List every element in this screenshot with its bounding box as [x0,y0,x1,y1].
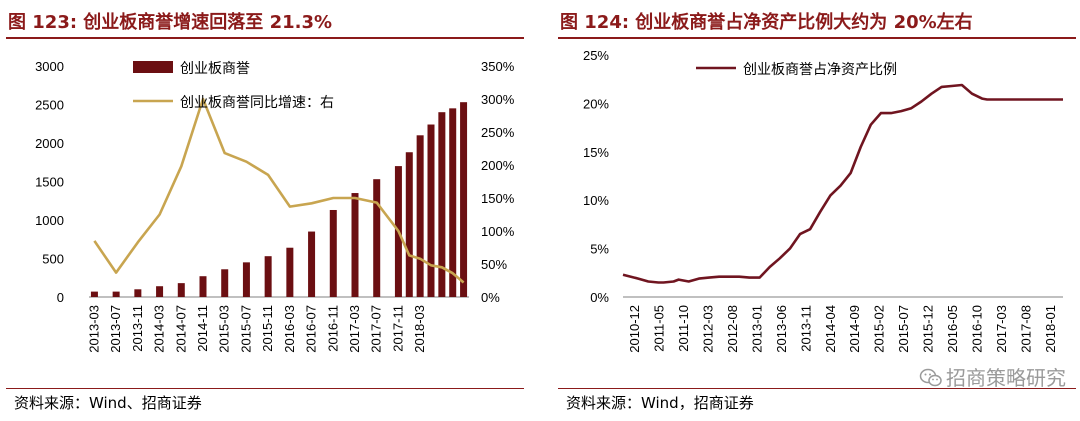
y2-tick-label: 200% [481,158,515,173]
x-tick-label: 2017-03 [994,305,1009,353]
goodwill-bar [134,289,142,297]
x-tick-label: 2013-03 [86,305,101,353]
x-tick-label: 2014-04 [823,305,838,353]
y2-tick-label: 50% [481,257,507,272]
goodwill-bar [242,262,250,297]
watermark-text: 招商策略研究 [946,366,1066,390]
y-tick-label: 0% [590,290,609,305]
y2-tick-label: 300% [481,92,515,107]
goodwill-ratio-line-chart: 0% 5% 10% 15% 20% 25% 2010-12 2011-05 2011-10 201… [583,48,1063,353]
x-tick-label: 2016-05 [945,305,960,353]
chart-title-left: 图 123: 创业板商誉增速回落至 21.3% [8,12,333,33]
goodwill-bar [351,193,359,297]
y2-tick-label: 250% [481,125,515,140]
y2-tick-label: 0% [481,290,500,305]
y-tick-label: 5% [590,242,609,257]
legend-label-bar: 创业板商誉 [180,61,250,77]
y2-tick-label: 150% [481,191,515,206]
y2-tick-label: 100% [481,224,515,239]
x-tick-label: 2014-11 [195,305,210,352]
x-tick-label: 2017-03 [347,305,362,353]
x-tick-label: 2014-09 [847,305,862,353]
wechat-icon [919,368,942,387]
x-tick-label: 2012-08 [725,305,740,353]
goodwill-bar [221,269,229,297]
x-tick-label: 2010-12 [627,305,642,353]
y-tick-label: 1500 [35,175,64,190]
title-divider-right [558,37,1076,39]
y-tick-label: 500 [42,252,64,267]
goodwill-bar [156,286,164,297]
goodwill-bar [427,124,435,298]
x-tick-label: 2013-01 [749,305,764,353]
x-tick-label: 2013-06 [774,305,789,353]
x-tick-label: 2015-02 [872,305,887,353]
goodwill-bar [177,283,185,297]
goodwill-bar [405,152,413,297]
goodwill-bar [199,276,207,297]
x-tick-label: 2014-03 [152,305,167,353]
x-tick-label: 2013-11 [130,305,145,352]
goodwill-bar [264,256,272,297]
watermark: 招商策略研究 [919,362,1066,391]
title-divider-left [6,37,524,39]
chart-title-right: 图 124: 创业板商誉占净资产比例大约为 20%左右 [560,12,973,33]
goodwill-bar [308,231,316,297]
x-tick-label: 2017-07 [369,305,384,353]
y-tick-label: 25% [583,48,609,63]
x-tick-label: 2016-07 [304,305,319,353]
goodwill-bar [112,291,120,297]
x-tick-label: 2017-11 [390,305,405,352]
goodwill-bar [90,291,98,297]
goodwill-bar [286,247,294,297]
y-tick-label: 20% [583,96,609,111]
x-tick-label: 2014-07 [173,305,188,353]
y2-tick-label: 350% [481,59,515,74]
source-divider-left [6,388,524,389]
x-tick-label: 2015-07 [238,305,253,353]
y-tick-label: 1000 [35,213,64,228]
x-tick-label: 2012-03 [701,305,716,353]
goodwill-bar [416,135,424,297]
goodwill-bar [460,102,468,297]
x-tick-label: 2015-11 [260,305,275,352]
x-tick-label: 2016-03 [282,305,297,353]
x-tick-label: 2011-05 [652,305,667,352]
x-tick-label: 2016-10 [969,305,984,353]
goodwill-bar-line-chart: 0 500 1000 1500 2000 2500 3000 0% 50% 100% 150% 200… [35,59,515,353]
left-panel: 图 123: 创业板商誉增速回落至 21.3% 0 500 1000 1500 2000… [0,0,528,421]
legend-swatch-bar [133,61,173,73]
y-tick-label: 2500 [35,98,64,113]
x-tick-label: 2017-08 [1018,305,1033,353]
y-tick-label: 10% [583,193,609,208]
x-tick-label: 2013-11 [798,305,813,352]
y-tick-label: 3000 [35,59,64,74]
x-tick-label: 2011-10 [676,305,691,352]
legend-label-line: 创业板商誉同比增速：右 [180,95,334,111]
x-tick-label: 2016-11 [325,305,340,352]
source-note-left: 资料来源：Wind、招商证券 [14,394,202,412]
goodwill-bar [373,179,381,297]
goodwill-bar [329,209,337,297]
legend-label-line: 创业板商誉占净资产比例 [743,62,897,78]
source-divider-right [558,388,1076,389]
growth-rate-line [93,97,465,284]
x-tick-label: 2018-03 [412,305,427,353]
x-tick-label: 2018-01 [1043,305,1058,353]
y-tick-label: 0 [57,290,64,305]
goodwill-bar [449,108,457,297]
y-tick-label: 15% [583,145,609,160]
source-note-right: 资料来源：Wind，招商证券 [566,394,754,412]
ratio-line [622,83,1063,284]
x-tick-label: 2013-07 [108,305,123,353]
y-tick-label: 2000 [35,136,64,151]
x-tick-label: 2015-12 [921,305,936,353]
x-tick-label: 2015-03 [217,305,232,353]
x-tick-label: 2015-07 [896,305,911,353]
right-panel: 图 124: 创业板商誉占净资产比例大约为 20%左右 0% 5% 10% 15% 20… [552,0,1080,421]
goodwill-bar [438,112,446,297]
